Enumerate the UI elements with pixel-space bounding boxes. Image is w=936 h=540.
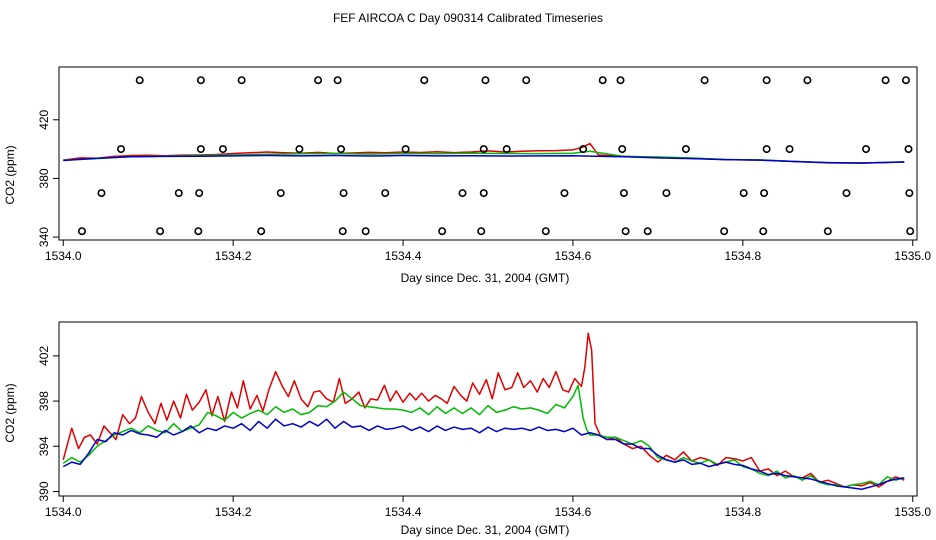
- top-calibration-marker: [257, 227, 266, 236]
- top-x-tick-label: 1534.6: [555, 249, 592, 263]
- top-calibration-marker: [333, 76, 342, 85]
- top-calibration-marker: [560, 189, 569, 198]
- top-calibration-marker: [621, 227, 630, 236]
- bottom-x-tick-label: 1535.0: [894, 505, 931, 519]
- top-calibration-marker: [842, 189, 851, 198]
- top-calibration-marker: [785, 145, 794, 154]
- top-calibration-marker: [522, 76, 531, 85]
- top-calibration-marker: [901, 76, 910, 85]
- top-calibration-marker: [681, 145, 690, 154]
- top-calibration-marker: [762, 145, 771, 154]
- top-calibration-marker: [338, 227, 347, 236]
- top-x-tick-label: 1534.2: [215, 249, 252, 263]
- top-calibration-marker: [905, 189, 914, 198]
- top-calibration-marker: [477, 227, 486, 236]
- top-calibration-marker: [337, 145, 346, 154]
- top-calibration-marker: [904, 145, 913, 154]
- top-calibration-marker: [762, 76, 771, 85]
- top-calibration-marker: [135, 76, 144, 85]
- top-panel: 1534.0 1534.2 1534.4 1534.6 1534.8 1535.0 340 3…: [3, 66, 931, 285]
- top-calibration-marker: [195, 189, 204, 198]
- top-calibration-marker: [862, 145, 871, 154]
- top-calibration-marker: [700, 76, 709, 85]
- top-calibration-marker: [619, 189, 628, 198]
- top-calibration-marker: [502, 145, 511, 154]
- top-calibration-marker: [803, 76, 812, 85]
- top-calibration-marker: [196, 145, 205, 154]
- top-calibration-marker: [381, 189, 390, 198]
- top-calibration-marker: [598, 76, 607, 85]
- top-calibration-marker: [218, 145, 227, 154]
- bottom-y-tick-label: 402: [37, 346, 51, 366]
- top-calibration-marker: [314, 76, 323, 85]
- bottom-x-tick-label: 1534.0: [45, 505, 82, 519]
- top-calibration-marker: [339, 189, 348, 198]
- bottom-y-axis-label: CO2 (ppm): [3, 383, 17, 442]
- top-calibration-marker: [117, 145, 126, 154]
- top-plot-frame: [58, 66, 918, 241]
- top-calibration-marker: [196, 76, 205, 85]
- top-calibration-marker: [906, 227, 915, 236]
- top-series-blue-line: [63, 154, 905, 164]
- top-x-tick-label: 1534.8: [724, 249, 761, 263]
- top-calibration-marker: [479, 189, 488, 198]
- bottom-y-tick-label: 390: [37, 481, 51, 501]
- bottom-y-tick-label: 398: [37, 391, 51, 411]
- bottom-series-blue-line: [62, 418, 905, 490]
- top-calibration-marker: [760, 189, 769, 198]
- top-x-tick-label: 1535.0: [894, 249, 931, 263]
- top-calibration-marker: [156, 227, 165, 236]
- bottom-x-tick-label: 1534.2: [215, 505, 252, 519]
- top-calibration-marker: [739, 189, 748, 198]
- top-calibration-marker: [643, 227, 652, 236]
- bottom-x-tick-label: 1534.6: [555, 505, 592, 519]
- top-calibration-marker: [361, 227, 370, 236]
- top-calibration-marker: [662, 189, 671, 198]
- top-calibration-marker: [579, 145, 588, 154]
- top-calibration-marker: [541, 227, 550, 236]
- top-y-tick-label: 340: [37, 227, 51, 247]
- top-calibration-marker: [401, 145, 410, 154]
- top-calibration-marker: [720, 227, 729, 236]
- top-calibration-marker: [823, 227, 832, 236]
- top-calibration-marker: [481, 76, 490, 85]
- bottom-y-tick-label: 394: [37, 436, 51, 456]
- top-calibration-marker: [420, 76, 429, 85]
- top-calibration-marker: [618, 145, 627, 154]
- top-calibration-marker: [458, 189, 467, 198]
- top-y-tick-label: 380: [37, 168, 51, 188]
- top-calibration-marker: [438, 227, 447, 236]
- bottom-series-green-line: [62, 384, 905, 488]
- bottom-plot-frame: [58, 321, 918, 497]
- figure-title: FEF AIRCOA C Day 090314 Calibrated Times…: [333, 11, 603, 25]
- bottom-x-tick-label: 1534.4: [385, 505, 422, 519]
- top-x-axis-label: Day since Dec. 31, 2004 (GMT): [401, 271, 570, 285]
- top-y-axis-label: CO2 (ppm): [3, 145, 17, 204]
- top-calibration-marker: [237, 76, 246, 85]
- top-x-tick-label: 1534.0: [45, 249, 82, 263]
- top-x-tick-label: 1534.4: [385, 249, 422, 263]
- top-calibration-marker: [616, 76, 625, 85]
- top-calibration-marker: [77, 227, 86, 236]
- top-calibration-marker: [194, 227, 203, 236]
- top-calibration-marker: [97, 189, 106, 198]
- top-calibration-marker: [295, 145, 304, 154]
- bottom-x-tick-label: 1534.8: [724, 505, 761, 519]
- top-calibration-marker: [276, 189, 285, 198]
- top-calibration-marker: [479, 145, 488, 154]
- bottom-panel: 1534.0 1534.2 1534.4 1534.6 1534.8 1535.0 390 3…: [3, 321, 931, 537]
- bottom-series-red-line: [62, 332, 905, 488]
- bottom-x-axis-label: Day since Dec. 31, 2004 (GMT): [401, 523, 570, 537]
- top-calibration-marker: [759, 227, 768, 236]
- top-calibration-marker: [174, 189, 183, 198]
- top-calibration-marker: [881, 76, 890, 85]
- top-y-tick-label: 420: [37, 109, 51, 129]
